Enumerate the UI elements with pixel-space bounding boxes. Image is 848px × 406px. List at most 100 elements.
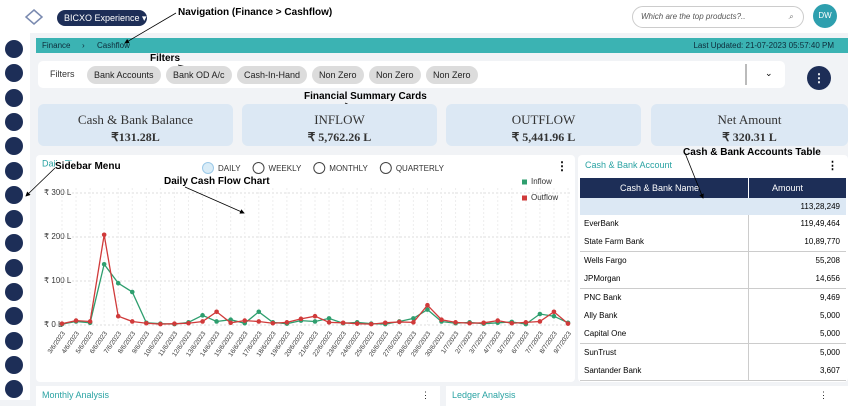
sidebar-icon[interactable] <box>5 112 23 131</box>
avatar[interactable]: DW <box>813 4 837 28</box>
bottom-panel: Ledger Analysis ⋮ <box>446 386 848 406</box>
cell-divider <box>748 343 749 362</box>
data-point <box>214 309 219 315</box>
cell-divider <box>748 362 749 381</box>
data-point <box>186 320 191 326</box>
table-row: State Farm Bank 10,89,770 <box>580 233 846 253</box>
radio[interactable] <box>202 162 214 174</box>
data-point <box>326 320 332 325</box>
cell-divider <box>748 251 749 270</box>
sidebar-icon[interactable] <box>5 283 23 301</box>
annotation: Navigation (Finance > Cashflow) <box>178 7 333 18</box>
data-point <box>425 302 430 308</box>
table-cell: 9,469 <box>819 292 840 302</box>
table-row: EverBank 119,49,464 <box>580 215 846 234</box>
data-point <box>565 321 571 326</box>
table-cell: JPMorgan <box>584 274 621 284</box>
filter-label: Filters <box>50 69 75 79</box>
cell-divider <box>748 270 749 289</box>
breadcrumb-item[interactable]: Finance <box>42 41 71 50</box>
breadcrumb-item[interactable]: Cashflow <box>97 41 130 50</box>
card-value: ₹131.28L <box>111 130 160 144</box>
data-point <box>284 320 290 325</box>
data-point <box>467 320 472 326</box>
panel-title: Monthly Analysis <box>42 390 110 400</box>
radio[interactable] <box>379 162 392 174</box>
last-updated: Last Updated: 21-07-2023 05:57:40 PM <box>693 41 834 50</box>
logo <box>24 9 44 25</box>
panel-title: Ledger Analysis <box>452 390 516 400</box>
data-point <box>523 320 529 325</box>
table-cell: State Farm Bank <box>584 237 645 247</box>
data-point <box>411 316 416 321</box>
data-point <box>129 319 135 324</box>
sidebar-icon[interactable] <box>5 88 23 107</box>
sidebar-icon[interactable] <box>5 161 23 180</box>
sidebar-icon[interactable] <box>5 210 23 229</box>
data-point <box>551 309 557 315</box>
data-point <box>256 319 262 324</box>
sidebar-icon[interactable] <box>5 137 23 156</box>
sidebar-icon[interactable] <box>5 355 23 374</box>
table-cell: 5,000 <box>819 311 840 320</box>
data-point <box>101 232 107 238</box>
sidebar-icon[interactable] <box>5 307 23 326</box>
sidebar-icon[interactable] <box>5 234 23 253</box>
data-point <box>354 321 360 326</box>
filter-chip[interactable]: Bank OD A/c <box>166 66 232 84</box>
filter-chip[interactable]: Bank Accounts <box>87 66 161 84</box>
summary-card: INFLOW ₹ 5,762.26 L <box>242 104 437 146</box>
filter-chip[interactable]: Non Zero <box>369 66 421 84</box>
cell-divider <box>748 233 749 252</box>
period-option[interactable]: DAILY <box>218 164 241 173</box>
legend-swatch <box>522 195 527 201</box>
card-title: Cash & Bank Balance <box>77 112 194 127</box>
data-point <box>495 318 501 323</box>
data-point <box>214 319 219 324</box>
table-cell: SunTrust <box>584 347 617 357</box>
data-point <box>158 321 163 327</box>
filter-chip[interactable]: Cash-In-Hand <box>237 66 308 84</box>
filter-chip[interactable]: Non Zero <box>312 66 364 84</box>
search-box[interactable]: Which are the top products?.. ⌕ <box>632 6 804 28</box>
data-point <box>509 320 515 326</box>
total-amount: 113,28,249 <box>800 202 840 211</box>
data-point <box>425 307 430 312</box>
table-cell: 5,000 <box>819 329 840 339</box>
sidebar-icon[interactable] <box>5 40 23 58</box>
data-point <box>115 280 121 286</box>
table-cell: Capital One <box>584 329 627 339</box>
period-option[interactable]: WEEKLY <box>269 164 302 173</box>
annotation: Filters <box>150 53 181 64</box>
card-value: ₹ 5,762.26 L <box>307 130 372 144</box>
cell-divider <box>748 288 749 307</box>
sidebar-icon[interactable] <box>5 380 23 399</box>
menu-button[interactable]: ⋮ <box>807 66 831 90</box>
sidebar-icon[interactable] <box>5 331 23 350</box>
sidebar-icon[interactable] <box>5 185 23 204</box>
table-cell: 10,89,770 <box>804 237 840 247</box>
data-point <box>382 320 388 326</box>
data-point <box>312 313 318 319</box>
radio[interactable] <box>313 162 326 174</box>
card-title: INFLOW <box>314 112 365 127</box>
data-point <box>298 316 304 322</box>
annotation: Sidebar Menu <box>55 161 121 172</box>
radio[interactable] <box>252 162 265 174</box>
data-point <box>200 319 205 324</box>
sidebar-icon[interactable] <box>5 258 23 277</box>
sidebar-icon[interactable] <box>5 64 23 83</box>
annotation: Financial Summary Cards <box>304 91 427 102</box>
legend-label: Inflow <box>531 177 552 186</box>
data-point <box>270 320 276 326</box>
data-point <box>397 319 402 325</box>
period-option[interactable]: QUARTERLY <box>396 164 445 173</box>
data-point <box>59 321 65 326</box>
period-option[interactable]: MONTHLY <box>329 164 368 173</box>
data-point <box>453 320 458 325</box>
data-point <box>144 320 149 326</box>
table-row: Santander Bank 3,607 <box>580 362 846 382</box>
table-cell: Wells Fargo <box>584 255 627 265</box>
filter-chip[interactable]: Non Zero <box>426 66 478 84</box>
